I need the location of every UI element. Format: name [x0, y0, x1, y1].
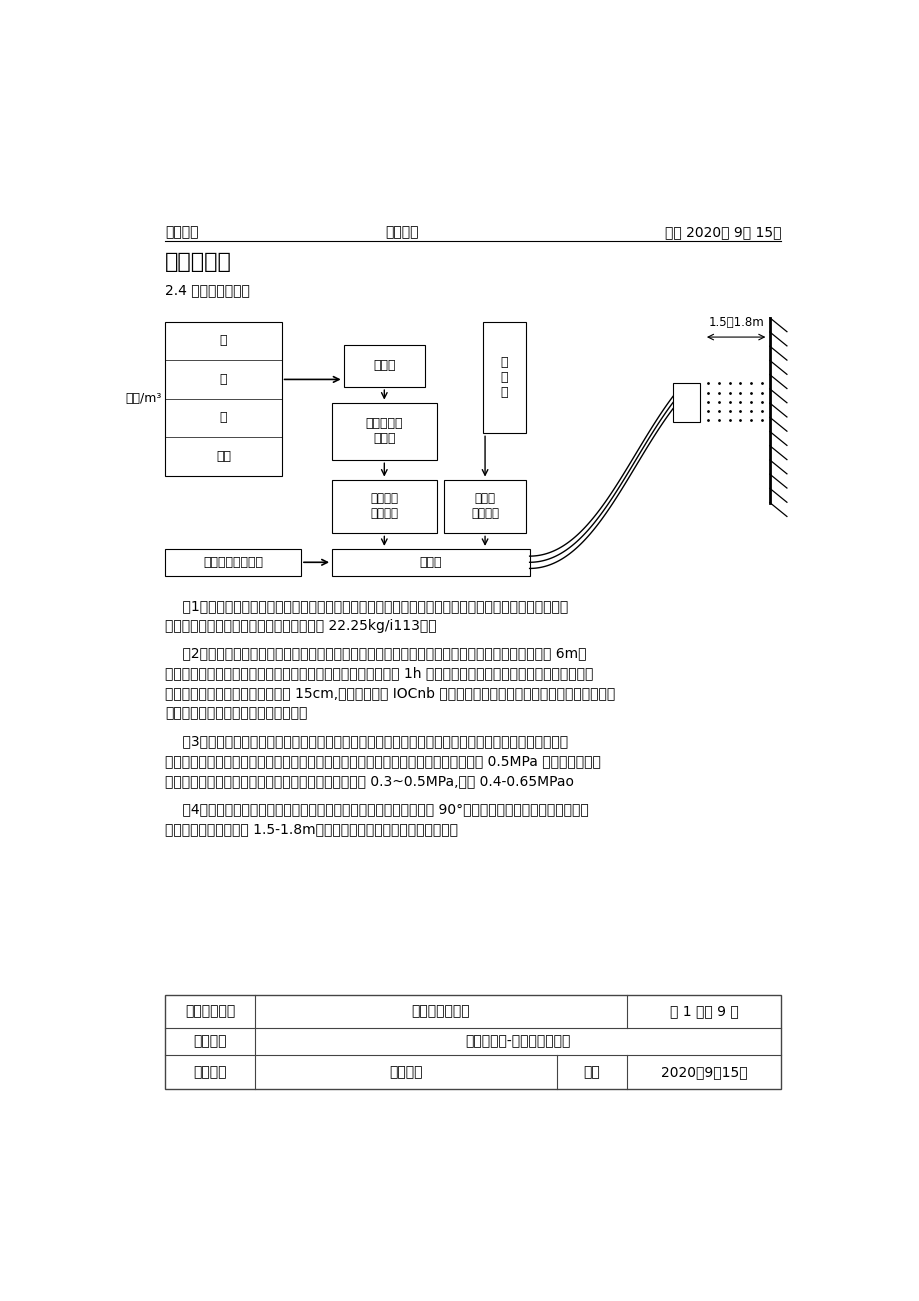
Text: （3）喷射速度要适当，以利于混凝土的压实。风压过大，喷射速度增大，回弹增加；风压过小，喷射速: （3）喷射速度要适当，以利于混凝土的压实。风压过大，喷射速度增大，回弹增加；风压… — [165, 734, 568, 748]
Text: 桂花园进口-初支喷射混凝土: 桂花园进口-初支喷射混凝土 — [465, 1034, 570, 1049]
Text: 作，并据喷嘴出料情况调整风压。一般工作风压：边墙 0.3~0.5MPa,拱部 0.4-0.65MPao: 作，并据喷嘴出料情况调整风压。一般工作风压：边墙 0.3~0.5MPa,拱部 0… — [165, 774, 573, 788]
Text: （1）喷射操作程序为：打开速凝剂辅助风一缓慢打开主风阀一启动速凝剂计量泵、主电机、振动器一向: （1）喷射操作程序为：打开速凝剂辅助风一缓慢打开主风阀一启动速凝剂计量泵、主电机… — [165, 598, 568, 613]
Text: 2020年9月15日: 2020年9月15日 — [661, 1066, 747, 1080]
Text: 速凝剂
掺加系统: 速凝剂 掺加系统 — [471, 493, 498, 520]
Text: 湿喷机: 湿喷机 — [419, 556, 442, 569]
Text: 度过小，压实力小，影响喷混凝土强度。因此在开机后要注意观察风压，起始风压达到 0.5MPa 后，才能开始操: 度过小，压实力小，影响喷混凝土强度。因此在开机后要注意观察风压，起始风压达到 0… — [165, 755, 601, 769]
Text: 分层喷射时，后一层喷射应在前一层混凝土终凝后进行，若终凝 1h 后再进行喷射时，应先用风水清洗喷层表面。: 分层喷射时，后一层喷射应在前一层混凝土终凝后进行，若终凝 1h 后再进行喷射时，… — [165, 666, 593, 680]
Text: 第 1 页共 9 页: 第 1 页共 9 页 — [669, 1004, 738, 1019]
Text: 料斗加混凝土（掺入速凝剂，速凝剂掺量为 22.25kg/i113）。: 料斗加混凝土（掺入速凝剂，速凝剂掺量为 22.25kg/i113）。 — [165, 619, 437, 632]
Text: 风压与进料量匹配: 风压与进料量匹配 — [203, 556, 263, 569]
Text: 张平工班: 张平工班 — [389, 1066, 422, 1080]
Text: 主送单位: 主送单位 — [165, 225, 199, 239]
Text: 搅拌机: 搅拌机 — [373, 359, 395, 372]
Text: 混凝土搅拌
运输车: 混凝土搅拌 运输车 — [365, 418, 403, 445]
Text: 交底内容：: 交底内容： — [165, 252, 232, 272]
Bar — [165, 549, 301, 576]
Text: 交底内容: 交底内容 — [193, 1034, 227, 1049]
Bar — [165, 321, 281, 476]
Bar — [444, 480, 525, 533]
Bar — [332, 402, 437, 461]
Text: 桂花园隧道进口: 桂花园隧道进口 — [412, 1004, 470, 1019]
Text: （4）喷射时使喷嘴与受喷面间保持适当距离，喷射角度尽可能接近 90°，以使获得最大压实和最小回弹。: （4）喷射时使喷嘴与受喷面间保持适当距离，喷射角度尽可能接近 90°，以使获得最… — [165, 803, 588, 816]
Bar — [165, 995, 780, 1089]
Text: 张平工班: 张平工班 — [384, 225, 418, 239]
Text: 边墙一次喷射混凝土厚度不得超过 15cm,拱部不得超过 IOCnb 并保持喷层厚度均匀。喷射时先将低注处大致喷: 边墙一次喷射混凝土厚度不得超过 15cm,拱部不得超过 IOCnb 并保持喷层厚… — [165, 687, 615, 701]
Text: （2）喷射混凝土作业应采用分段、分片、分层依次进行，喷射顺序应自下而上，分段长度不宜大于 6m。: （2）喷射混凝土作业应采用分段、分片、分层依次进行，喷射顺序应自下而上，分段长度… — [165, 647, 586, 661]
Text: 砂: 砂 — [220, 334, 227, 347]
Text: 水: 水 — [220, 373, 227, 386]
Bar — [344, 345, 425, 388]
Text: 平，再自下而上顺序分层、往复喷射。: 平，再自下而上顺序分层、往复喷射。 — [165, 706, 308, 721]
Bar — [332, 549, 529, 576]
Bar — [673, 384, 699, 422]
Text: 喷嘴与受喷面间距宜为 1.5-1.8m；喷嘴应连续、缓慢作横向环行移动，: 喷嘴与受喷面间距宜为 1.5-1.8m；喷嘴应连续、缓慢作横向环行移动， — [165, 822, 458, 837]
Text: 1.5～1.8m: 1.5～1.8m — [708, 316, 763, 329]
Text: 投料/m³: 投料/m³ — [125, 392, 162, 405]
Text: 单位工程名称: 单位工程名称 — [185, 1004, 235, 1019]
Text: 2.4 喷射碎岩作业：: 2.4 喷射碎岩作业： — [165, 284, 250, 297]
Text: 日期: 日期 — [583, 1066, 600, 1080]
Bar — [482, 321, 525, 433]
Text: 主送单位: 主送单位 — [193, 1066, 227, 1080]
Text: 石: 石 — [220, 411, 227, 424]
Text: 转子凸轮
喷料机构: 转子凸轮 喷料机构 — [370, 493, 398, 520]
Text: 水泥: 水泥 — [216, 450, 231, 463]
Bar — [332, 480, 437, 533]
Text: 日期 2020年 9月 15日: 日期 2020年 9月 15日 — [664, 225, 780, 239]
Text: 速
凝
剂: 速 凝 剂 — [500, 356, 507, 399]
